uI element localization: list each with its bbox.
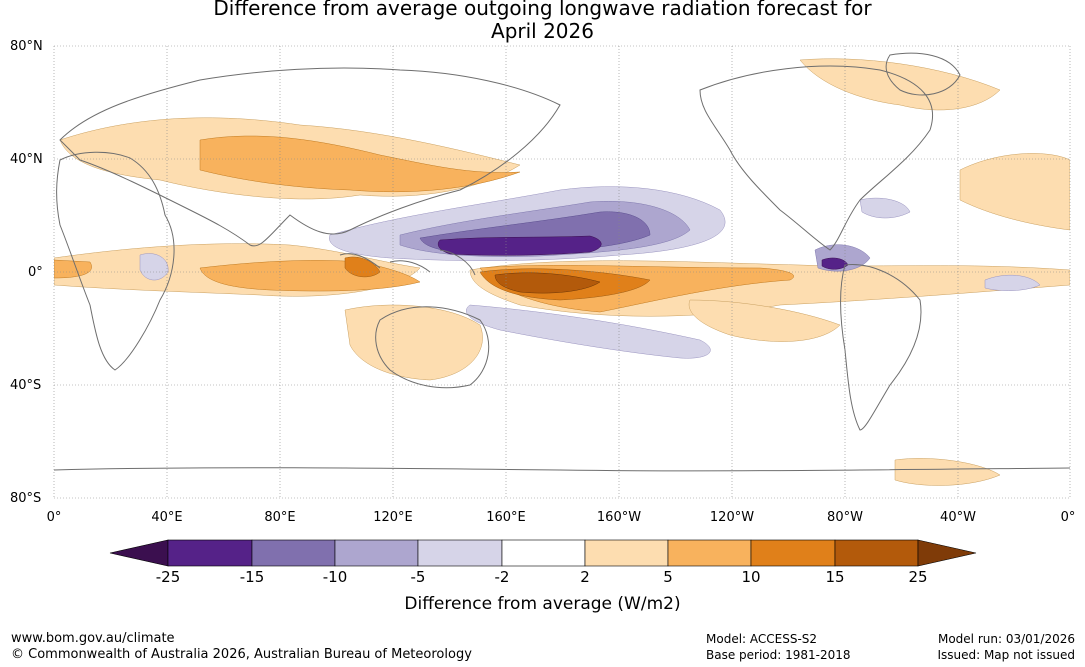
colorbar-bin-9 (834, 539, 919, 567)
anomaly-pacific-very-strong-negative (437, 235, 602, 256)
colorbar-extend-high (917, 539, 977, 567)
coastline-south-america (840, 264, 922, 431)
colorbar (109, 539, 977, 567)
colorbar-bin-5 (501, 539, 586, 567)
anomaly-southern-positive (894, 458, 1001, 486)
colorbar-tick-10: 25 (908, 568, 928, 586)
lon-label-0-east: 0° (1060, 510, 1076, 525)
colorbar-bin-2 (251, 539, 336, 567)
lon-label-0-west: 0° (46, 510, 62, 525)
colorbar-tick-9: 15 (825, 568, 845, 586)
lon-label-40e: 40°E (151, 510, 183, 525)
footer-base-period: Base period: 1981-2018 (706, 648, 851, 662)
anomaly-south-pacific-positive (688, 299, 841, 342)
colorbar-tick-7: 5 (663, 568, 673, 586)
coastline-antarctica (54, 467, 1070, 472)
colorbar-bin-8 (750, 539, 836, 567)
coastlines (54, 52, 1070, 472)
footer-website: www.bom.gov.au/climate (11, 631, 175, 646)
colorbar-tick-4: -5 (410, 568, 426, 586)
lon-label-120w: 120°W (709, 510, 755, 525)
footer-model-run: Model run: 03/01/2026 (937, 632, 1075, 646)
coastline-maritime-continent (339, 249, 476, 276)
colorbar-tick-8: 10 (741, 568, 761, 586)
colorbar-tick-6: 2 (580, 568, 590, 586)
anomaly-atlantic-negative (984, 274, 1041, 291)
lon-label-120e: 120°E (373, 510, 413, 525)
footer-issued: Issued: Map not issued (937, 648, 1075, 662)
anomaly-maritime-strong (344, 256, 381, 278)
lon-label-160w: 160°W (596, 510, 642, 525)
colorbar-bin-7 (667, 539, 752, 567)
anomaly-fields (54, 58, 1070, 486)
lat-label-40n: 40°N (10, 152, 43, 167)
anomaly-north-america-positive (799, 58, 1001, 111)
lon-label-80w: 80°W (827, 510, 863, 525)
colorbar-bin-6 (584, 539, 669, 567)
anomaly-north-atlantic-negative (859, 197, 911, 219)
anomaly-pacific-extreme (494, 272, 601, 294)
anomaly-australia-positive (344, 304, 483, 381)
lat-label-80n: 80°N (10, 39, 43, 54)
colorbar-bin-4 (417, 539, 503, 567)
lat-label-0: 0° (28, 265, 43, 280)
colorbar-extend-low (109, 539, 169, 567)
anomaly-asia-strong (199, 135, 521, 193)
anomaly-africa-negative (139, 253, 169, 281)
anomaly-south-pacific-negative (466, 304, 711, 359)
footer-model: Model: ACCESS-S2 (706, 632, 818, 646)
colorbar-tick-3: -10 (322, 568, 348, 586)
footer-copyright: © Commonwealth of Australia 2026, Austra… (11, 647, 472, 662)
map-title: Difference from average outgoing longwav… (0, 0, 1085, 43)
title-line-2: April 2026 (491, 19, 594, 43)
anomaly-atlantic-positive (959, 153, 1070, 231)
coastline-africa (56, 151, 175, 371)
coastline-greenland (885, 52, 961, 96)
coastline-north-america (699, 65, 934, 251)
colorbar-label: Difference from average (W/m2) (404, 594, 681, 614)
lon-label-80e: 80°E (264, 510, 296, 525)
lon-label-40w: 40°W (940, 510, 976, 525)
coastline-australia (375, 306, 490, 389)
colorbar-tick-5: -2 (494, 568, 510, 586)
colorbar-tick-2: -15 (239, 568, 265, 586)
graticule (53, 45, 1071, 499)
colorbar-tick-1: -25 (155, 568, 181, 586)
colorbar-bin-1 (167, 539, 253, 567)
coastline-eurasia (59, 67, 561, 247)
lat-label-80s: 80°S (10, 491, 42, 506)
lon-label-160e: 160°E (486, 510, 526, 525)
lat-label-40s: 40°S (10, 378, 42, 393)
title-line-1: Difference from average outgoing longwav… (213, 0, 872, 20)
colorbar-bin-3 (334, 539, 419, 567)
